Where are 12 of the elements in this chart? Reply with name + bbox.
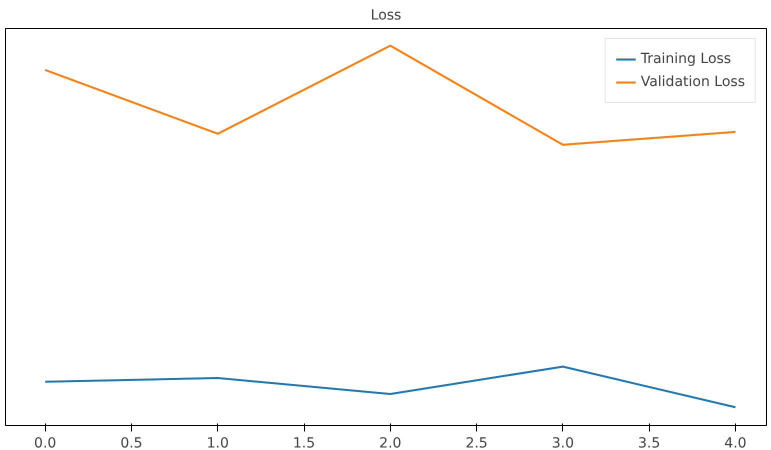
x-tick-label: 4.0 (724, 436, 747, 450)
x-tick-label: 3.5 (638, 436, 660, 450)
legend-label: Training Loss (640, 51, 732, 67)
x-tick-label: 0.0 (34, 436, 56, 450)
x-tick-label: 1.5 (292, 436, 316, 450)
x-tick-label: 2.0 (379, 436, 402, 450)
x-tick-label: 2.5 (465, 436, 488, 450)
legend-label: Validation Loss (640, 74, 745, 90)
x-tick-label: 0.5 (120, 436, 143, 450)
x-tick-label: 1.0 (206, 436, 229, 450)
chart-title: Loss (370, 8, 402, 24)
x-tick-label: 3.0 (552, 436, 574, 450)
